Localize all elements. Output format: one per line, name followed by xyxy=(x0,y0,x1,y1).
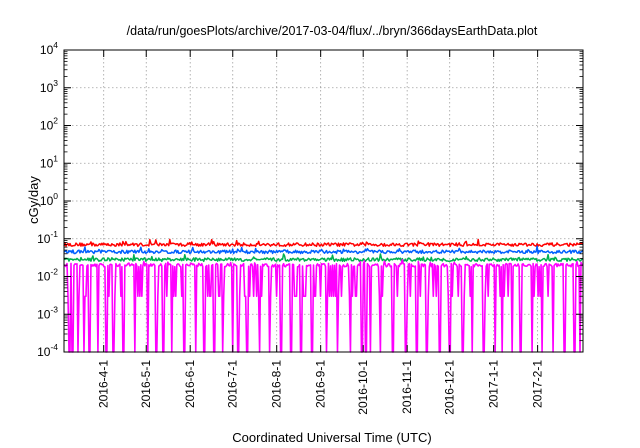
y-tick-label: 10-1 xyxy=(37,229,58,246)
x-tick-label: 2017-1-1 xyxy=(487,360,501,408)
series-green xyxy=(63,253,584,263)
series-blue xyxy=(63,245,584,255)
y-axis-ticks: 10-4 10-3 10-2 10-1 100 101 102 103 104 xyxy=(37,40,583,359)
series-magenta xyxy=(63,258,584,353)
y-tick-label: 101 xyxy=(40,153,58,170)
y-tick-label: 10-2 xyxy=(37,267,58,284)
x-tick-label: 2016-10-1 xyxy=(356,360,370,415)
x-tick-label: 2017-2-1 xyxy=(531,360,545,408)
chart-title: /data/run/goesPlots/archive/2017-03-04/f… xyxy=(127,24,538,38)
y-tick-label: 10-4 xyxy=(37,342,58,359)
x-tick-label: 2016-5-1 xyxy=(139,360,153,408)
series-red xyxy=(63,238,584,248)
x-tick-label: 2016-8-1 xyxy=(270,360,284,408)
y-tick-label: 104 xyxy=(40,40,58,57)
x-tick-label: 2016-7-1 xyxy=(226,360,240,408)
y-axis-label: cGy/day xyxy=(26,176,41,224)
series-layer xyxy=(63,238,584,353)
y-tick-label: 100 xyxy=(40,191,58,208)
x-axis-label: Coordinated Universal Time (UTC) xyxy=(232,430,431,445)
x-tick-label: 2016-4-1 xyxy=(97,360,111,408)
x-tick-label: 2016-6-1 xyxy=(183,360,197,408)
y-tick-label: 103 xyxy=(40,78,58,95)
x-axis-ticks: 2016-4-1 2016-5-1 2016-6-1 2016-7-1 2016-8-1… xyxy=(97,50,545,415)
x-tick-label: 2016-12-1 xyxy=(443,360,457,415)
y-tick-label: 10-3 xyxy=(37,304,58,321)
grid-lines xyxy=(64,50,583,352)
x-tick-label: 2016-11-1 xyxy=(400,360,414,414)
x-tick-label: 2016-9-1 xyxy=(314,360,328,408)
y-tick-label: 102 xyxy=(40,116,58,133)
